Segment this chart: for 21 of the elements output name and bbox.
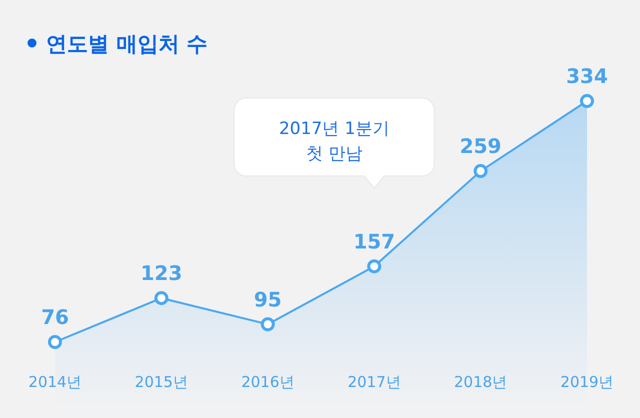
x-tick-label: 2018년 (454, 373, 508, 391)
data-label: 157 (353, 229, 396, 254)
x-tick-label: 2014년 (28, 373, 82, 391)
x-tick-label: 2015년 (134, 373, 188, 391)
point (48, 335, 62, 350)
point (154, 291, 168, 306)
annotation: 2017년 1분기 첫 만남 (278, 119, 390, 164)
point (580, 94, 594, 108)
x-tick-label: 2017년 (348, 373, 401, 391)
callout: 2017년 1분기 첫 만남 (234, 98, 435, 188)
point (367, 259, 382, 274)
x-tick-label: 2019년 (560, 373, 614, 391)
data-label: 334 (566, 64, 608, 88)
data-label: 259 (460, 134, 502, 158)
x-tick-label: 2016년 (241, 373, 294, 391)
chart-title: 연도별 매입처 수 (46, 32, 208, 56)
point (260, 317, 275, 332)
data-label: 76 (41, 305, 69, 330)
data-label: 123 (140, 261, 182, 286)
point (474, 164, 488, 178)
data-label: 95 (254, 287, 282, 312)
